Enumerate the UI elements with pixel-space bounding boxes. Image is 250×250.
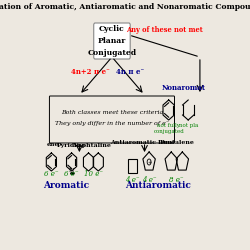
Text: not fully
conjugated: not fully conjugated: [153, 123, 184, 134]
Text: They only differ in the number of e⁻: They only differ in the number of e⁻: [55, 122, 169, 126]
Text: Cyclic
Planar
Conjugated: Cyclic Planar Conjugated: [88, 26, 136, 56]
Text: 4 e⁻: 4 e⁻: [142, 176, 156, 184]
Text: 4 e⁻: 4 e⁻: [126, 176, 140, 184]
Text: N: N: [69, 168, 74, 173]
Text: Pyridine: Pyridine: [57, 142, 86, 148]
Bar: [128, 159, 138, 173]
Text: 4n+2 π e⁻: 4n+2 π e⁻: [71, 68, 110, 76]
Text: Both classes meet these criteria: Both classes meet these criteria: [61, 110, 163, 114]
FancyBboxPatch shape: [94, 23, 130, 59]
Text: 6 e⁻: 6 e⁻: [64, 170, 79, 178]
Text: Antiaromatic Ions: Antiaromatic Ions: [110, 140, 173, 145]
Text: Antiaromatic: Antiaromatic: [125, 180, 190, 190]
Text: ene: ene: [47, 142, 60, 148]
Text: ification of Aromatic, Antiaromatic and Nonaromatic Compounds: ification of Aromatic, Antiaromatic and …: [0, 3, 250, 11]
Text: Naphtaline: Naphtaline: [73, 142, 112, 148]
Text: 4n π e⁻: 4n π e⁻: [116, 68, 144, 76]
Text: 10 e⁻: 10 e⁻: [84, 170, 103, 178]
Text: Aromatic: Aromatic: [43, 180, 90, 190]
Text: Any of these not met: Any of these not met: [126, 26, 202, 34]
Text: not pla: not pla: [178, 123, 198, 128]
Text: Nonaromat: Nonaromat: [162, 84, 206, 92]
Text: Pentalene: Pentalene: [160, 140, 194, 145]
Text: 8 e⁻: 8 e⁻: [169, 176, 184, 184]
Text: 6 e⁻: 6 e⁻: [44, 170, 59, 178]
Text: +: +: [147, 160, 151, 164]
